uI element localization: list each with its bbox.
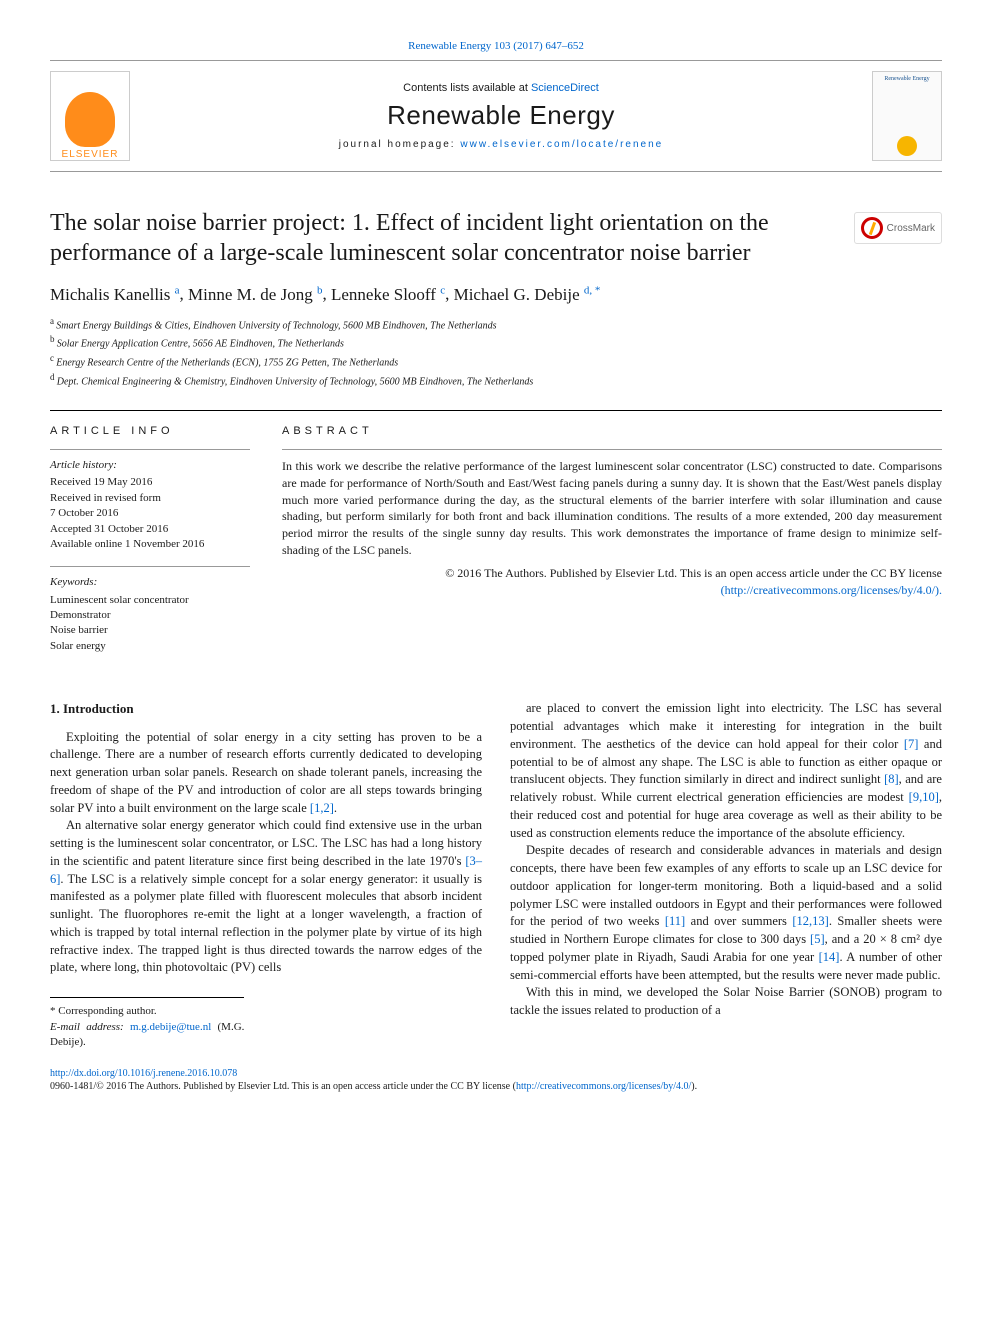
cover-sun-icon bbox=[897, 136, 917, 156]
homepage-link[interactable]: www.elsevier.com/locate/renene bbox=[460, 139, 663, 150]
citation-link[interactable]: Renewable Energy 103 (2017) 647–652 bbox=[408, 40, 584, 52]
author: Lenneke Slooff c bbox=[331, 285, 445, 304]
body-column-left: 1. Introduction Exploiting the potential… bbox=[50, 700, 482, 1051]
issn-line: 0960-1481/© 2016 The Authors. Published … bbox=[50, 1081, 516, 1092]
homepage-prefix: journal homepage: bbox=[339, 139, 461, 150]
body-paragraph: An alternative solar energy generator wh… bbox=[50, 817, 482, 977]
contents-prefix: Contents lists available at bbox=[403, 82, 531, 94]
author-affiliation-marker: d, bbox=[584, 284, 592, 296]
issn-suffix: ). bbox=[691, 1081, 697, 1092]
abstract-label: ABSTRACT bbox=[282, 425, 942, 437]
author-affiliation-marker: b bbox=[317, 284, 323, 296]
citation-ref[interactable]: [1,2] bbox=[310, 801, 334, 815]
author: Minne M. de Jong b bbox=[188, 285, 322, 304]
keyword: Demonstrator bbox=[50, 608, 250, 623]
affiliation: c Energy Research Centre of the Netherla… bbox=[50, 352, 942, 371]
sciencedirect-link[interactable]: ScienceDirect bbox=[531, 82, 599, 94]
body-column-right: are placed to convert the emission light… bbox=[510, 700, 942, 1051]
affiliation: d Dept. Chemical Engineering & Chemistry… bbox=[50, 371, 942, 390]
citation-ref[interactable]: [9,10] bbox=[909, 790, 939, 804]
author-affiliation-marker: a bbox=[175, 284, 180, 296]
cover-title: Renewable Energy bbox=[884, 76, 929, 82]
body-paragraph: Despite decades of research and consider… bbox=[510, 842, 942, 984]
history-line: 7 October 2016 bbox=[50, 506, 250, 521]
elsevier-tree-icon bbox=[65, 92, 115, 147]
contents-line: Contents lists available at ScienceDirec… bbox=[130, 82, 872, 94]
crossmark-icon bbox=[861, 217, 883, 239]
doi-link[interactable]: http://dx.doi.org/10.1016/j.renene.2016.… bbox=[50, 1068, 237, 1079]
keywords-label: Keywords: bbox=[50, 575, 250, 590]
article-title: The solar noise barrier project: 1. Effe… bbox=[50, 208, 942, 268]
abstract-license: © 2016 The Authors. Published by Elsevie… bbox=[282, 565, 942, 599]
affiliation: b Solar Energy Application Centre, 5656 … bbox=[50, 333, 942, 352]
affiliation-list: a Smart Energy Buildings & Cities, Eindh… bbox=[50, 315, 942, 390]
homepage-line: journal homepage: www.elsevier.com/locat… bbox=[130, 139, 872, 150]
author: Michael G. Debije d, * bbox=[454, 285, 601, 304]
corresponding-email-link[interactable]: m.g.debije@tue.nl bbox=[130, 1021, 211, 1033]
abstract-text: In this work we describe the relative pe… bbox=[282, 449, 942, 598]
corresponding-label: * Corresponding author. bbox=[50, 1004, 244, 1020]
keyword: Solar energy bbox=[50, 639, 250, 654]
author-list: Michalis Kanellis a, Minne M. de Jong b,… bbox=[50, 284, 942, 305]
history-line: Available online 1 November 2016 bbox=[50, 537, 250, 552]
email-label: E-mail address: bbox=[50, 1021, 130, 1033]
article-info-label: ARTICLE INFO bbox=[50, 425, 250, 437]
journal-title: Renewable Energy bbox=[130, 100, 872, 131]
citation-ref[interactable]: [5] bbox=[810, 932, 825, 946]
crossmark-badge[interactable]: CrossMark bbox=[854, 212, 942, 244]
elsevier-logo: ELSEVIER bbox=[50, 71, 130, 161]
body-paragraph: are placed to convert the emission light… bbox=[510, 700, 942, 842]
footer-license-link[interactable]: http://creativecommons.org/licenses/by/4… bbox=[516, 1081, 691, 1092]
elsevier-logo-text: ELSEVIER bbox=[62, 149, 119, 160]
history-label: Article history: bbox=[50, 458, 250, 473]
keywords-block: Keywords: Luminescent solar concentrator… bbox=[50, 566, 250, 654]
journal-cover-thumb: Renewable Energy bbox=[872, 71, 942, 161]
section-heading-introduction: 1. Introduction bbox=[50, 700, 482, 718]
body-paragraph: With this in mind, we developed the Sola… bbox=[510, 984, 942, 1020]
author-affiliation-marker: c bbox=[440, 284, 445, 296]
copyright-text: © 2016 The Authors. Published by Elsevie… bbox=[445, 566, 942, 580]
page-footer: http://dx.doi.org/10.1016/j.renene.2016.… bbox=[50, 1067, 942, 1093]
history-line: Received in revised form bbox=[50, 491, 250, 506]
license-link[interactable]: (http://creativecommons.org/licenses/by/… bbox=[721, 583, 942, 597]
keyword: Luminescent solar concentrator bbox=[50, 593, 250, 608]
journal-header: ELSEVIER Contents lists available at Sci… bbox=[50, 60, 942, 172]
history-line: Received 19 May 2016 bbox=[50, 475, 250, 490]
corresponding-marker: * bbox=[592, 284, 600, 296]
citation-line: Renewable Energy 103 (2017) 647–652 bbox=[50, 40, 942, 52]
crossmark-label: CrossMark bbox=[887, 223, 935, 234]
citation-ref[interactable]: [7] bbox=[904, 737, 919, 751]
corresponding-author-block: * Corresponding author. E-mail address: … bbox=[50, 997, 244, 1051]
author: Michalis Kanellis a bbox=[50, 285, 180, 304]
citation-ref[interactable]: [8] bbox=[884, 772, 899, 786]
citation-ref[interactable]: [12,13] bbox=[792, 914, 828, 928]
citation-ref[interactable]: [3–6] bbox=[50, 854, 482, 886]
abstract-body: In this work we describe the relative pe… bbox=[282, 459, 942, 557]
citation-ref[interactable]: [14] bbox=[819, 950, 840, 964]
body-paragraph: Exploiting the potential of solar energy… bbox=[50, 729, 482, 818]
citation-ref[interactable]: [11] bbox=[665, 914, 685, 928]
keyword: Noise barrier bbox=[50, 623, 250, 638]
affiliation: a Smart Energy Buildings & Cities, Eindh… bbox=[50, 315, 942, 334]
history-line: Accepted 31 October 2016 bbox=[50, 522, 250, 537]
article-history: Article history: Received 19 May 2016Rec… bbox=[50, 449, 250, 552]
